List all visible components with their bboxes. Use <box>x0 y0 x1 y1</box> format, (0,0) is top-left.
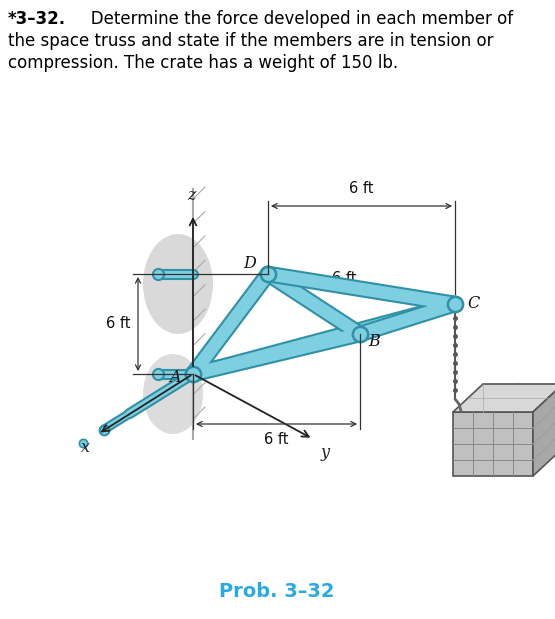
Polygon shape <box>533 384 555 476</box>
Polygon shape <box>453 412 533 476</box>
Polygon shape <box>453 384 555 412</box>
Text: C: C <box>467 295 479 313</box>
Text: A: A <box>169 370 181 386</box>
Text: the space truss and state if the members are in tension or: the space truss and state if the members… <box>8 32 493 50</box>
Ellipse shape <box>143 234 213 334</box>
Text: z: z <box>187 187 195 204</box>
Text: *3–32.: *3–32. <box>8 10 66 28</box>
Text: x: x <box>81 439 90 456</box>
Text: y: y <box>321 444 330 461</box>
Text: 6 ft: 6 ft <box>264 432 289 447</box>
Text: Determine the force developed in each member of: Determine the force developed in each me… <box>75 10 513 28</box>
Text: B: B <box>368 334 380 350</box>
Ellipse shape <box>143 354 203 434</box>
Text: Prob. 3–32: Prob. 3–32 <box>219 582 335 601</box>
Text: D: D <box>244 256 256 272</box>
Text: 6 ft: 6 ft <box>332 271 356 286</box>
Text: 6 ft: 6 ft <box>349 181 374 196</box>
Text: compression. The crate has a weight of 150 lb.: compression. The crate has a weight of 1… <box>8 54 398 72</box>
Text: 6 ft: 6 ft <box>105 316 130 332</box>
